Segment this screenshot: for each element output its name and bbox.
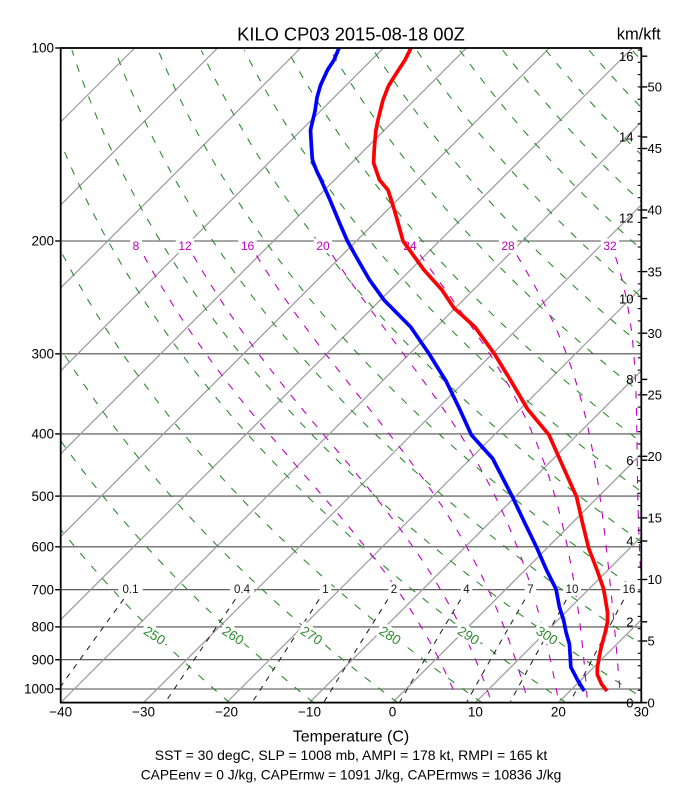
svg-text:−40: −40 (49, 705, 72, 720)
svg-text:20: 20 (648, 449, 662, 464)
svg-text:0.1: 0.1 (123, 584, 139, 596)
svg-text:10: 10 (468, 705, 483, 720)
svg-text:km/kft: km/kft (617, 26, 661, 44)
svg-text:16: 16 (623, 584, 636, 596)
svg-text:200: 200 (31, 234, 54, 249)
svg-text:600: 600 (31, 540, 54, 555)
svg-text:8: 8 (626, 372, 633, 387)
svg-text:12: 12 (178, 239, 192, 253)
svg-text:16: 16 (241, 239, 255, 253)
svg-text:800: 800 (31, 620, 54, 635)
svg-text:50: 50 (648, 80, 662, 95)
svg-text:16: 16 (619, 49, 633, 64)
svg-text:7: 7 (527, 584, 533, 596)
svg-text:4: 4 (626, 534, 633, 549)
svg-text:10: 10 (648, 572, 662, 587)
svg-text:2: 2 (626, 615, 633, 630)
svg-text:25: 25 (648, 388, 662, 403)
svg-text:6: 6 (626, 453, 633, 468)
svg-text:900: 900 (31, 652, 54, 667)
svg-text:12: 12 (619, 211, 633, 226)
svg-text:−10: −10 (298, 705, 321, 720)
svg-text:KILO CP03 2015-08-18 00Z: KILO CP03 2015-08-18 00Z (237, 24, 465, 45)
svg-text:Temperature (C): Temperature (C) (293, 729, 409, 746)
svg-text:100: 100 (31, 41, 54, 56)
svg-text:8: 8 (133, 239, 140, 253)
svg-text:−20: −20 (215, 705, 238, 720)
svg-text:4: 4 (463, 584, 470, 596)
svg-text:1000: 1000 (24, 682, 54, 697)
svg-text:15: 15 (648, 511, 662, 526)
svg-text:10: 10 (566, 584, 579, 596)
svg-text:1: 1 (322, 584, 328, 596)
svg-text:20: 20 (316, 239, 330, 253)
svg-text:0: 0 (626, 695, 633, 710)
svg-text:−30: −30 (132, 705, 155, 720)
svg-text:28: 28 (501, 239, 515, 253)
svg-text:40: 40 (648, 203, 662, 218)
svg-text:0: 0 (389, 705, 397, 720)
svg-text:SST = 30 degC, SLP = 1008 mb,: SST = 30 degC, SLP = 1008 mb, AMPI = 178… (155, 747, 548, 763)
svg-text:700: 700 (31, 582, 54, 597)
svg-text:35: 35 (648, 264, 662, 279)
svg-text:14: 14 (619, 130, 633, 145)
svg-text:500: 500 (31, 489, 54, 504)
svg-text:10: 10 (619, 291, 633, 306)
svg-text:300: 300 (31, 347, 54, 362)
svg-text:400: 400 (31, 427, 54, 442)
svg-text:20: 20 (551, 705, 566, 720)
svg-text:5: 5 (648, 634, 655, 649)
svg-text:2: 2 (391, 584, 397, 596)
svg-text:32: 32 (603, 239, 617, 253)
svg-text:0.4: 0.4 (234, 584, 251, 596)
svg-text:45: 45 (648, 141, 662, 156)
svg-text:30: 30 (648, 326, 662, 341)
svg-text:CAPEenv = 0 J/kg, CAPErmw = 10: CAPEenv = 0 J/kg, CAPErmw = 1091 J/kg, C… (141, 768, 562, 783)
svg-text:0: 0 (648, 695, 655, 710)
